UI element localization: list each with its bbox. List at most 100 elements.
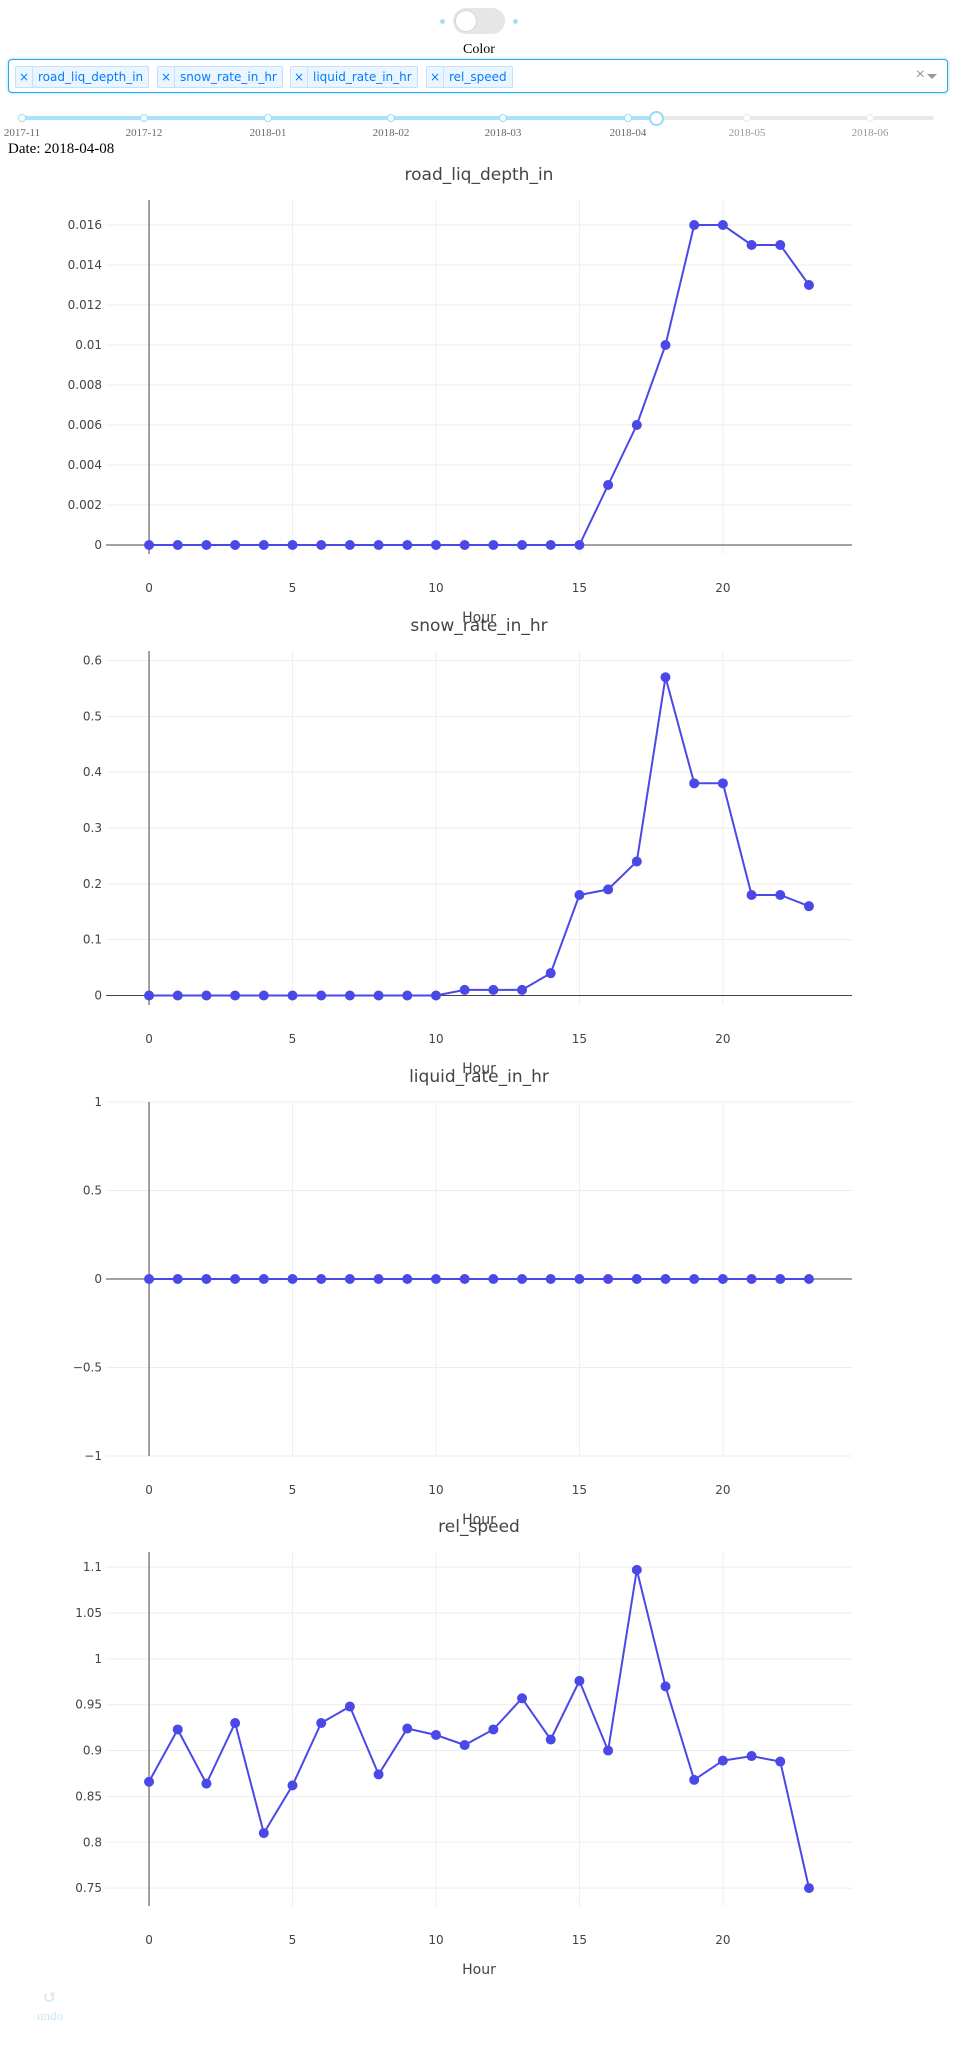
y-tick-label: −0.5 [73, 1361, 102, 1375]
slider-mark-dot[interactable] [499, 114, 507, 122]
data-point [373, 540, 384, 550]
data-point [201, 540, 212, 550]
data-point [717, 778, 728, 789]
remove-tag-icon[interactable]: × [427, 67, 444, 87]
x-axis-label: Hour [462, 1512, 496, 1528]
data-point [545, 1274, 556, 1284]
remove-tag-icon[interactable]: × [158, 67, 175, 87]
slider-mark-label[interactable]: 2017-12 [125, 127, 163, 139]
slider-mark-dot[interactable] [866, 114, 874, 122]
data-point [775, 1756, 786, 1767]
slider-mark-label[interactable]: 2018-04 [609, 127, 647, 139]
slider-mark-dot[interactable] [743, 114, 751, 122]
slider-mark-label[interactable]: 2018-05 [728, 127, 766, 139]
x-tick-label: 5 [289, 1032, 297, 1046]
x-tick-label: 10 [428, 1032, 443, 1046]
x-axis-label: Hour [462, 1061, 496, 1077]
selected-tag-snow-rate[interactable]: × snow_rate_in_hr [157, 66, 283, 88]
data-point [775, 890, 786, 901]
data-point [488, 1274, 499, 1284]
data-point [144, 540, 155, 550]
selected-tag-rel-speed[interactable]: × rel_speed [426, 66, 513, 88]
data-point [459, 1274, 470, 1284]
data-point [144, 990, 155, 1001]
data-point [603, 884, 614, 895]
data-point [144, 1274, 155, 1284]
slider-mark-label[interactable]: 2017-11 [3, 127, 41, 139]
data-point [545, 540, 556, 550]
data-point [201, 1778, 212, 1789]
data-point [631, 420, 642, 430]
slider-handle[interactable] [648, 111, 664, 126]
data-point [689, 220, 700, 230]
clear-all-icon[interactable]: × [915, 66, 925, 83]
data-point [287, 1274, 298, 1284]
data-point [746, 1274, 757, 1284]
slider-mark-dot[interactable] [387, 114, 395, 122]
y-tick-label: 0.85 [75, 1789, 102, 1803]
x-tick-label: 10 [428, 1483, 443, 1497]
y-tick-label: 0.95 [75, 1698, 102, 1712]
data-point [258, 1274, 269, 1284]
remove-tag-icon[interactable]: × [16, 67, 33, 87]
data-point [574, 540, 585, 550]
data-point [517, 1693, 528, 1704]
slider-mark-label[interactable]: 2018-03 [484, 127, 522, 139]
data-point [316, 540, 327, 550]
data-point [689, 1274, 700, 1284]
y-tick-label: 0 [94, 538, 102, 552]
x-axis-label: Hour [462, 610, 496, 626]
slider-mark-dot[interactable] [264, 114, 272, 122]
data-point [172, 540, 183, 550]
charts-area: road_liq_depth_in 0 0.002 0.004 0.006 0.008 0.… [68, 165, 852, 1978]
undo-button[interactable]: ↺ undo [30, 1988, 70, 2024]
slider-mark-label[interactable]: 2018-01 [249, 127, 287, 139]
x-tick-label: 15 [572, 1483, 587, 1497]
y-tick-label: 0.5 [83, 709, 102, 723]
y-tick-label: 0 [94, 989, 102, 1003]
x-tick-label: 5 [289, 1933, 297, 1947]
data-point [803, 1274, 814, 1284]
data-point [803, 1883, 814, 1894]
undo-label: undo [37, 2008, 63, 2023]
data-point [631, 1564, 642, 1575]
data-point [717, 220, 728, 230]
slider-mark-dot[interactable] [140, 114, 148, 122]
x-tick-label: 20 [715, 1032, 730, 1046]
toggle-knob[interactable] [456, 11, 476, 31]
data-point [574, 1274, 585, 1284]
date-slider[interactable]: 2017-11 2017-12 2018-01 2018-02 2018-03 2018-… [4, 110, 934, 140]
chevron-down-icon[interactable] [927, 74, 937, 79]
data-point [574, 890, 585, 901]
data-point [746, 240, 757, 250]
tag-label: liquid_rate_in_hr [313, 70, 412, 84]
data-point [803, 280, 814, 290]
variable-multiselect[interactable]: × road_liq_depth_in × snow_rate_in_hr × liq… [8, 59, 948, 93]
x-tick-label: 20 [715, 1933, 730, 1947]
data-point [230, 1274, 241, 1284]
selected-tag-road-liq-depth[interactable]: × road_liq_depth_in [15, 66, 150, 88]
toggle-left-dot [439, 18, 445, 24]
data-point [517, 984, 528, 995]
undo-icon: ↺ [42, 1988, 58, 2007]
tag-label: snow_rate_in_hr [180, 70, 277, 84]
data-point [402, 1723, 413, 1734]
slider-mark-dot[interactable] [18, 114, 26, 122]
x-tick-label: 0 [145, 1032, 153, 1046]
x-tick-label: 20 [715, 1483, 730, 1497]
slider-mark-label[interactable]: 2018-02 [372, 127, 410, 139]
y-tick-label: 0.012 [68, 298, 102, 312]
slider-mark-dot[interactable] [624, 114, 632, 122]
slider-mark-label[interactable]: 2018-06 [851, 127, 889, 139]
data-point [603, 1745, 614, 1756]
color-toggle-switch[interactable] [453, 8, 505, 34]
data-point [287, 990, 298, 1001]
data-point [402, 1274, 413, 1284]
remove-tag-icon[interactable]: × [291, 67, 308, 87]
x-tick-label: 0 [145, 1483, 153, 1497]
x-tick-label: 5 [289, 581, 297, 595]
y-tick-label: 0.6 [83, 653, 102, 667]
selected-tag-liquid-rate[interactable]: × liquid_rate_in_hr [290, 66, 418, 88]
data-point [258, 540, 269, 550]
